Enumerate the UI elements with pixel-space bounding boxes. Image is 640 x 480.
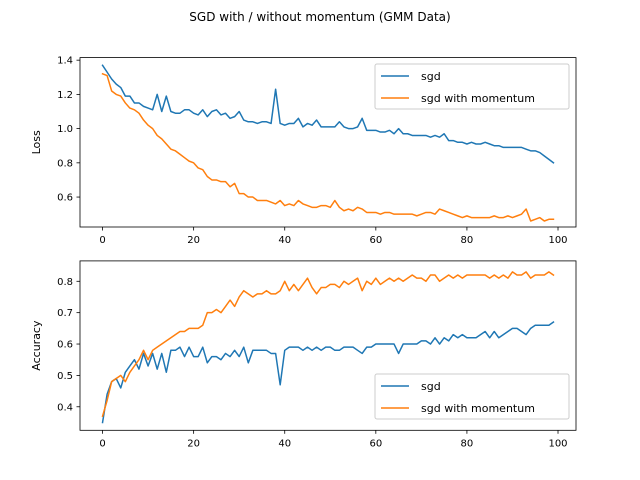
accuracy-x-tick-label: 60 [369, 438, 382, 449]
loss-legend-label: sgd [421, 70, 441, 83]
loss-y-tick-label: 1.2 [57, 90, 73, 101]
loss-x-tick-label: 100 [548, 235, 567, 246]
accuracy-x-tick-label: 80 [461, 438, 474, 449]
loss-x-tick-label: 20 [187, 235, 200, 246]
loss-legend-label: sgd with momentum [421, 92, 535, 105]
loss-y-tick-label: 0.8 [57, 158, 73, 169]
loss-series-line-sgd [101, 64, 555, 164]
accuracy-legend: sgd sgd with momentum [374, 373, 570, 420]
accuracy-x-tick-label: 20 [187, 438, 200, 449]
loss-x-tick-label: 40 [278, 235, 291, 246]
loss-legend-box [374, 63, 570, 110]
accuracy-series-line-sgd [101, 321, 555, 424]
loss-axes-frame [79, 57, 577, 228]
accuracy-legend-box [374, 373, 570, 420]
loss-y-tick-label: 1.4 [57, 56, 73, 67]
loss-y-tick-label: 0.6 [57, 193, 73, 204]
accuracy-y-tick-label: 0.6 [57, 340, 73, 351]
accuracy-x-tick-label: 0 [99, 438, 105, 449]
loss-x-tick-label: 80 [461, 235, 474, 246]
accuracy-panel: 0 20 40 60 80 1000.40.50.60.70.8Accuracysgdsg… [30, 260, 577, 449]
loss-x-tick-label: 0 [99, 235, 105, 246]
accuracy-x-tick-label: 40 [278, 438, 291, 449]
accuracy-x-tick-label: 100 [548, 438, 567, 449]
accuracy-y-tick-label: 0.5 [57, 371, 73, 382]
accuracy-axes-frame [79, 260, 577, 431]
accuracy-y-tick-label: 0.8 [57, 277, 73, 288]
loss-y-tick-label: 1.0 [57, 124, 73, 135]
accuracy-series-line-sgd-momentum [101, 271, 555, 418]
figure-title: SGD with / without momentum (GMM Data) [189, 10, 450, 24]
accuracy-legend-label: sgd [421, 380, 441, 393]
loss-panel: 0 20 40 60 80 100 0.6 0.8 1.0 1.2 1.4 Loss sgd sgd wi… [30, 56, 577, 246]
accuracy-y-tick-label: 0.4 [57, 402, 73, 413]
accuracy-y-tick-label: 0.7 [57, 308, 73, 319]
loss-y-axis-label: Loss [30, 130, 43, 154]
loss-x-tick-label: 60 [369, 235, 382, 246]
loss-series-line-sgd-momentum [101, 72, 555, 222]
accuracy-legend-label: sgd with momentum [421, 402, 535, 415]
loss-legend: sgd sgd with momentum [374, 63, 570, 110]
accuracy-y-axis-label: Accuracy [30, 320, 43, 371]
